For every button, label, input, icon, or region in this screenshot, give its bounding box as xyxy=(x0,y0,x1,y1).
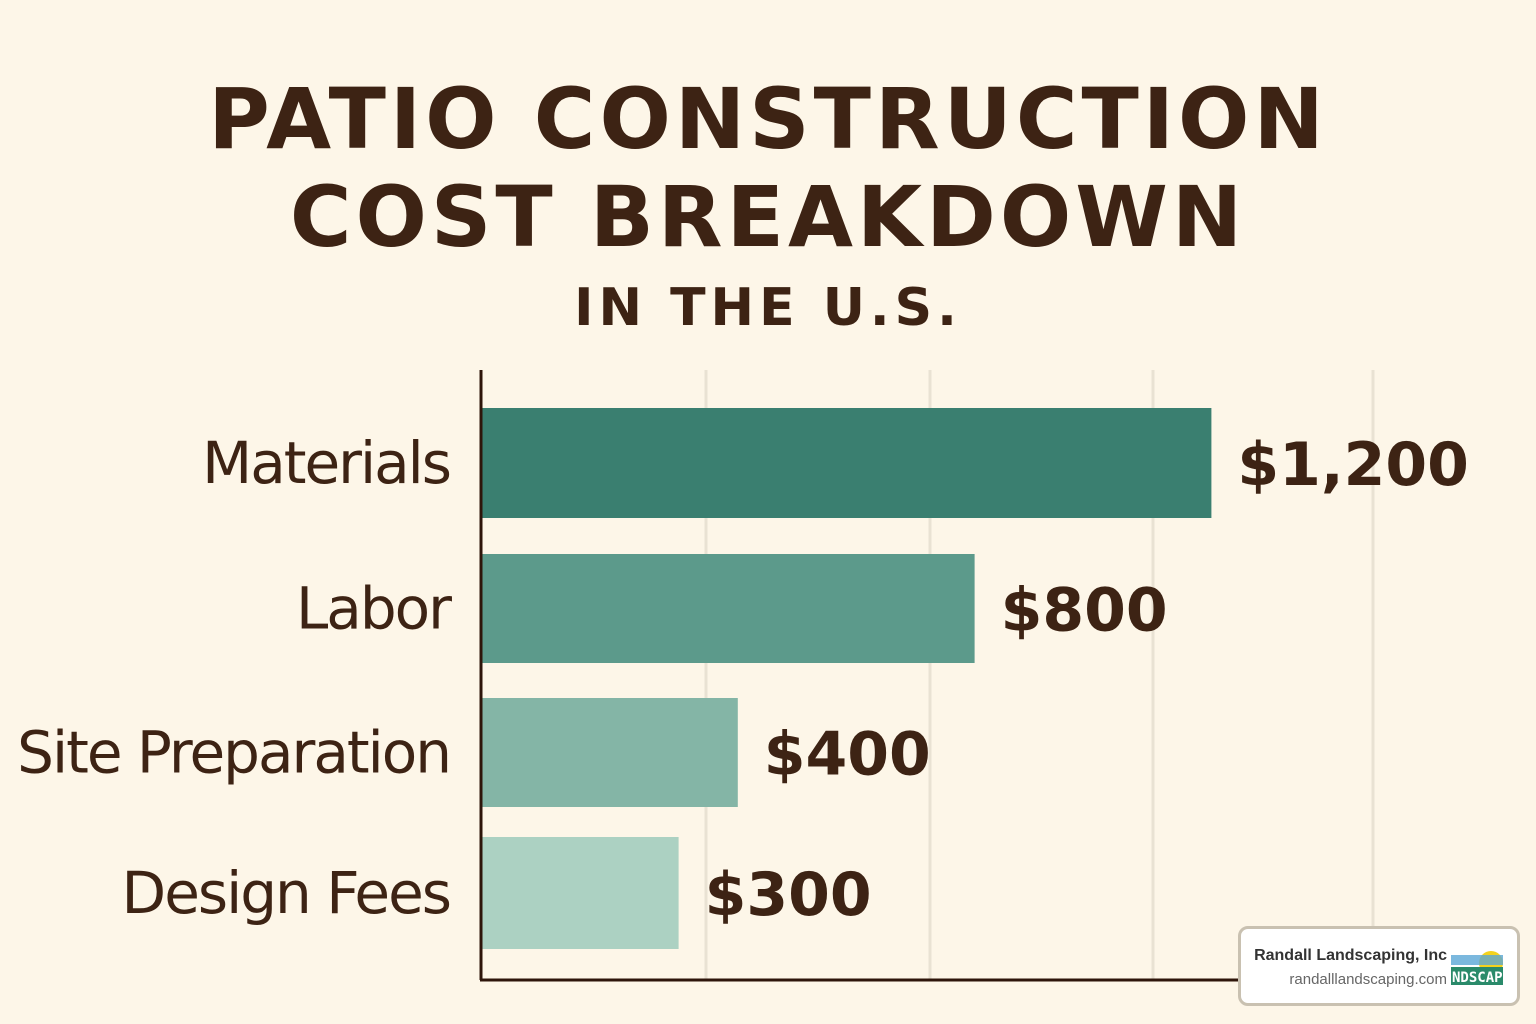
category-label: Design Fees xyxy=(122,859,450,927)
bar-labor xyxy=(481,554,975,663)
chart-title-line2: COST BREAKDOWN xyxy=(289,168,1247,266)
value-label: $1,200 xyxy=(1237,430,1469,500)
bar-materials xyxy=(481,408,1212,518)
value-label: $800 xyxy=(1001,576,1168,646)
svg-text:NDSCAP: NDSCAP xyxy=(1452,970,1503,986)
watermark-badge: Randall Landscaping, Inc randalllandscap… xyxy=(1238,926,1520,1006)
category-label: Labor xyxy=(296,575,452,643)
chart-title-line1: PATIO CONSTRUCTION xyxy=(208,70,1328,168)
value-label: $300 xyxy=(705,860,872,930)
chart-subtitle: IN THE U.S. xyxy=(574,278,962,338)
category-label: Site Preparation xyxy=(17,719,450,787)
bar-site-preparation xyxy=(481,698,738,807)
category-label: Materials xyxy=(202,429,450,497)
watermark-url: randalllandscaping.com xyxy=(1289,971,1447,988)
bar-design-fees xyxy=(481,837,679,949)
watermark-company: Randall Landscaping, Inc xyxy=(1254,947,1447,964)
value-label: $400 xyxy=(764,720,931,790)
company-logo-icon: NDSCAP xyxy=(1451,949,1503,989)
